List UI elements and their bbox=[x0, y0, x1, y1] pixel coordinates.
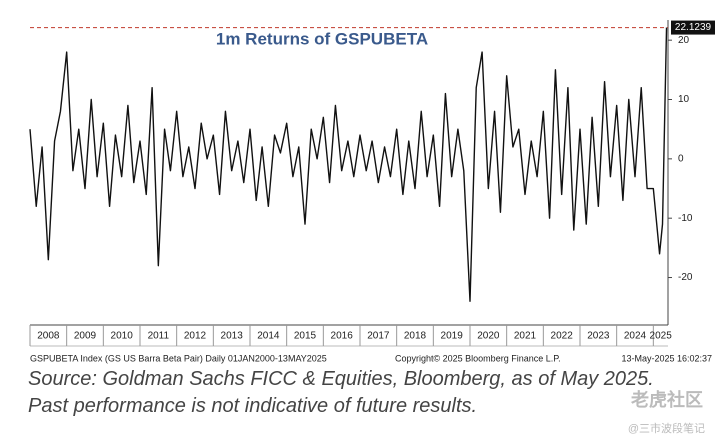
watermark-handle: @三市波段笔记 bbox=[627, 423, 705, 435]
watermark: 老虎社区 bbox=[631, 390, 703, 410]
value-tag: 22.1239 bbox=[675, 22, 712, 33]
footnote: Copyright© 2025 Bloomberg Finance L.P. bbox=[395, 353, 561, 363]
footnote: 13-May-2025 16:02:37 bbox=[621, 353, 712, 363]
footnotes: GSPUBETA Index (GS US Barra Beta Pair) D… bbox=[30, 353, 712, 363]
x-tick-label: 2020 bbox=[477, 331, 500, 342]
value-tag-box bbox=[671, 20, 715, 35]
y-tick-label: 20 bbox=[678, 35, 690, 46]
x-tick-label: 2012 bbox=[184, 331, 207, 342]
data-line bbox=[29, 27, 668, 302]
x-tick-label: 2011 bbox=[148, 331, 170, 342]
x-tick-label: 2015 bbox=[294, 331, 317, 342]
x-tick-label: 2014 bbox=[257, 331, 280, 342]
x-tick-label: 2016 bbox=[331, 331, 354, 342]
x-tick-label: 2008 bbox=[37, 331, 60, 342]
x-tick-label: 2017 bbox=[367, 331, 390, 342]
x-tick-label: 2023 bbox=[587, 331, 610, 342]
x-tick-label: 2022 bbox=[551, 331, 574, 342]
source-note: Source: Goldman Sachs FICC & Equities, B… bbox=[28, 368, 654, 417]
x-tick-label: 2010 bbox=[111, 331, 134, 342]
y-tick-label: 10 bbox=[678, 94, 690, 105]
x-tick-label: 2018 bbox=[404, 331, 427, 342]
x-tick-label: 2021 bbox=[514, 331, 537, 342]
x-tick-label: 2013 bbox=[221, 331, 244, 342]
x-tick-label: 2024 bbox=[624, 331, 647, 342]
x-tick-label: 2025 bbox=[650, 331, 673, 342]
y-tick-label: 0 bbox=[678, 153, 684, 164]
y-tick-label: -10 bbox=[678, 213, 693, 224]
chart-title: 1m Returns of GSPUBETA bbox=[216, 29, 428, 48]
y-tick-label: -20 bbox=[678, 272, 693, 283]
x-tick-label: 2009 bbox=[74, 331, 97, 342]
x-tick-label: 2019 bbox=[441, 331, 464, 342]
footnote: GSPUBETA Index (GS US Barra Beta Pair) D… bbox=[30, 353, 327, 363]
chart: 1m Returns of GSPUBETA GSPUBETA Index (G… bbox=[29, 20, 715, 363]
